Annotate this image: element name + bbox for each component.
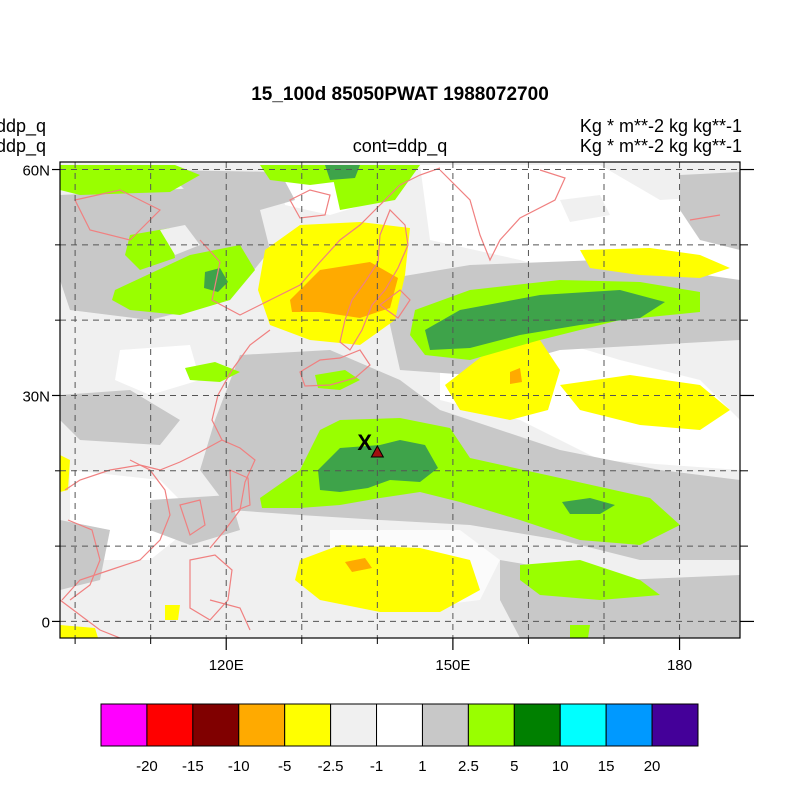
center-label: cont=ddp_q [352,136,448,156]
colorbar-label: 2.5 [458,758,479,775]
colorbar-swatch [192,703,240,747]
colorbar-swatch [513,703,561,747]
colorbar-label: -2.5 [318,758,344,775]
colorbar-swatch [238,703,286,747]
colorbar-swatch [376,703,423,747]
colorbar-swatch [330,703,378,747]
lat-tick-label: 0 [42,614,50,631]
colorbar-swatch [421,703,469,747]
colorbar-swatch [146,703,194,747]
marker-x-label: X [357,430,372,455]
colorbar-label: 1 [418,758,426,775]
lon-tick-label: 150E [435,657,470,674]
colorbar-swatch [651,703,699,747]
colorbar-label: 20 [644,758,661,775]
colorbar-label: -15 [182,758,204,775]
contour-field [60,162,740,638]
colorbar-label: -1 [370,758,383,775]
colorbar-label: 5 [510,758,518,775]
lat-tick-label: 60N [22,163,50,180]
colorbar: -20 -15 -10 -5 -2.5 -1 1 2.5 5 10 15 20 [100,703,699,775]
colorbar-label: -20 [136,758,158,775]
left-label-bottom: ddp_q [0,136,47,156]
lat-tick-label: 30N [22,388,50,405]
colorbar-swatch [559,703,607,747]
colorbar-label: -10 [228,758,250,775]
coastlines [60,167,721,638]
units-label-top: Kg * m**-2 kg kg**-1 [579,116,742,136]
colorbar-label: 10 [552,758,569,775]
triangle-marker [370,444,385,458]
colorbar-swatch [605,703,653,747]
lon-tick-label: 120E [209,657,244,674]
units-label-bottom: Kg * m**-2 kg kg**-1 [579,136,742,156]
colorbar-swatch [467,703,515,747]
colorbar-label: 15 [598,758,615,775]
left-label-top: ddp_q [0,116,47,136]
colorbar-swatch [100,703,148,747]
colorbar-label: -5 [278,758,291,775]
lon-tick-label: 180 [667,657,692,674]
plot-frame [59,161,741,639]
plot-title: 15_100d 85050PWAT 1988072700 [251,84,549,105]
location-marker: X [357,430,385,458]
colorbar-swatch [284,703,332,747]
